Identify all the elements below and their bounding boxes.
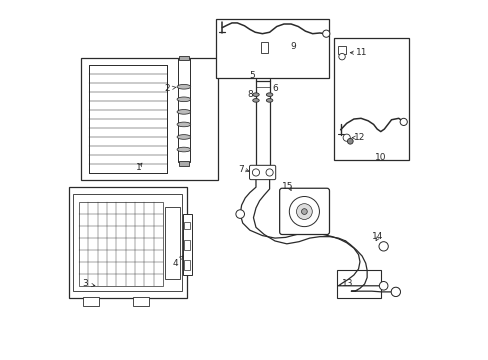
Text: 10: 10 (375, 153, 386, 162)
Bar (133, 297, 149, 306)
Bar (81, 58, 217, 180)
Circle shape (301, 209, 306, 215)
Circle shape (252, 169, 259, 176)
Circle shape (390, 287, 400, 297)
FancyBboxPatch shape (249, 165, 275, 180)
Text: 14: 14 (371, 232, 383, 241)
Bar (184, 222, 190, 229)
Ellipse shape (266, 93, 272, 96)
Bar (338, 45, 345, 54)
Bar (73, 194, 182, 291)
Ellipse shape (177, 135, 190, 139)
Text: 5: 5 (248, 71, 254, 80)
Circle shape (235, 210, 244, 219)
Bar (88, 65, 167, 173)
Circle shape (338, 53, 345, 60)
Text: 4: 4 (172, 256, 183, 268)
Bar (184, 260, 190, 270)
Text: 2: 2 (164, 84, 176, 93)
Circle shape (296, 204, 312, 220)
Ellipse shape (177, 97, 190, 102)
Bar (164, 207, 180, 279)
Circle shape (265, 169, 273, 176)
Bar (178, 58, 189, 162)
Ellipse shape (177, 122, 190, 127)
Bar (83, 297, 99, 306)
Ellipse shape (177, 109, 190, 114)
Text: 15: 15 (282, 182, 293, 191)
FancyBboxPatch shape (279, 188, 329, 234)
Text: 6: 6 (272, 84, 278, 93)
Bar (184, 240, 190, 250)
Text: 3: 3 (82, 279, 95, 288)
Ellipse shape (177, 85, 190, 89)
Text: 9: 9 (290, 42, 296, 51)
Bar (179, 55, 188, 60)
Ellipse shape (266, 99, 272, 102)
Bar (179, 161, 188, 166)
Bar (333, 39, 408, 160)
Ellipse shape (252, 99, 259, 102)
Circle shape (391, 288, 399, 296)
Circle shape (399, 118, 407, 126)
Circle shape (379, 282, 387, 290)
Bar (183, 214, 191, 275)
Text: 13: 13 (341, 279, 353, 288)
Bar (260, 42, 267, 53)
Text: 11: 11 (356, 48, 367, 57)
Circle shape (378, 242, 387, 251)
Text: 8: 8 (247, 90, 253, 99)
Bar (336, 270, 380, 298)
Circle shape (346, 138, 352, 144)
Text: 7: 7 (238, 165, 244, 174)
Ellipse shape (252, 93, 259, 96)
Bar (79, 202, 163, 286)
Text: 1: 1 (136, 163, 142, 172)
Circle shape (322, 30, 329, 37)
Text: 12: 12 (353, 133, 365, 142)
Bar (215, 19, 328, 78)
Bar (69, 187, 187, 298)
Circle shape (343, 134, 349, 141)
Ellipse shape (177, 147, 190, 152)
